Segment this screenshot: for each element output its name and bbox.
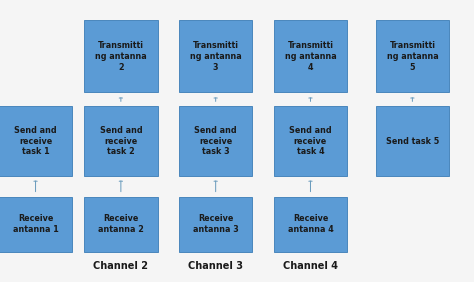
FancyBboxPatch shape	[179, 197, 252, 252]
Text: Send and
receive
task 4: Send and receive task 4	[289, 126, 332, 156]
Text: Send and
receive
task 3: Send and receive task 3	[194, 126, 237, 156]
FancyBboxPatch shape	[274, 106, 347, 175]
Text: Receive
antanna 4: Receive antanna 4	[288, 214, 333, 234]
Text: Channel 4: Channel 4	[283, 261, 338, 272]
FancyBboxPatch shape	[0, 106, 72, 175]
FancyBboxPatch shape	[375, 106, 449, 175]
Text: Transmitti
ng antanna
3: Transmitti ng antanna 3	[190, 41, 242, 72]
FancyBboxPatch shape	[274, 21, 347, 92]
FancyBboxPatch shape	[179, 106, 252, 175]
Text: Transmitti
ng antanna
2: Transmitti ng antanna 2	[95, 41, 147, 72]
FancyBboxPatch shape	[0, 197, 72, 252]
FancyBboxPatch shape	[375, 21, 449, 92]
Text: Receive
antanna 3: Receive antanna 3	[193, 214, 238, 234]
Text: Channel 2: Channel 2	[93, 261, 148, 272]
FancyBboxPatch shape	[84, 106, 157, 175]
FancyBboxPatch shape	[274, 197, 347, 252]
Text: Transmitti
ng antanna
5: Transmitti ng antanna 5	[386, 41, 438, 72]
Text: Send task 5: Send task 5	[386, 136, 439, 146]
Text: Transmitti
ng antanna
4: Transmitti ng antanna 4	[284, 41, 337, 72]
Text: Channel 3: Channel 3	[188, 261, 243, 272]
Text: Receive
antanna 1: Receive antanna 1	[13, 214, 58, 234]
FancyBboxPatch shape	[179, 21, 252, 92]
FancyBboxPatch shape	[84, 197, 157, 252]
Text: Send and
receive
task 2: Send and receive task 2	[100, 126, 142, 156]
Text: Send and
receive
task 1: Send and receive task 1	[14, 126, 57, 156]
Text: Receive
antanna 2: Receive antanna 2	[98, 214, 144, 234]
FancyBboxPatch shape	[84, 21, 157, 92]
